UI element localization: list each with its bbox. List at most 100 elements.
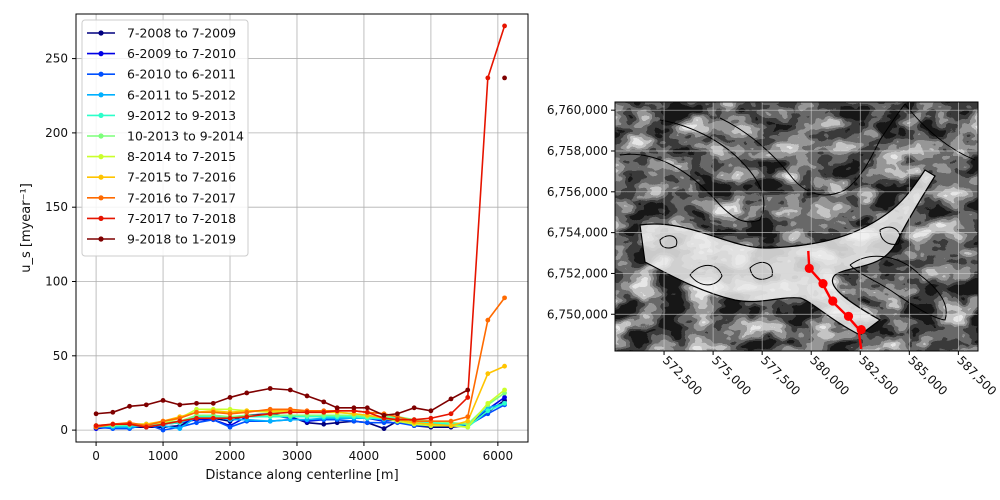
- series-8: [93, 363, 507, 429]
- data-point: [110, 421, 116, 427]
- legend-swatch-marker: [98, 51, 104, 57]
- data-point: [411, 405, 417, 411]
- legend-entry: 8-2014 to 7-2015: [87, 149, 236, 164]
- data-point: [502, 23, 507, 29]
- data-point: [177, 402, 183, 408]
- data-point: [267, 406, 273, 412]
- data-point: [227, 424, 233, 430]
- map-y-axis-ticks: 6,750,000 6,752,000 6,754,000 6,756,000 6,75…: [547, 103, 615, 321]
- series-11: [93, 75, 507, 418]
- legend-label: 9-2018 to 1-2019: [127, 232, 236, 247]
- y-tick-label: 50: [53, 349, 68, 363]
- y-tick-label: 250: [45, 52, 68, 66]
- x-tick-label: 2000: [215, 449, 246, 463]
- data-point: [465, 387, 471, 393]
- legend-entry: 7-2016 to 7-2017: [87, 190, 236, 205]
- data-point: [502, 395, 507, 400]
- legend-swatch-marker: [98, 154, 104, 160]
- map-frame: [614, 101, 979, 352]
- data-point: [364, 405, 370, 411]
- data-point: [160, 421, 166, 427]
- legend-label: 7-2017 to 7-2018: [127, 211, 236, 226]
- data-point: [428, 415, 434, 421]
- data-point: [227, 395, 233, 400]
- legend-entry: 9-2012 to 9-2013: [87, 108, 236, 123]
- ridge-outline-east: [904, 103, 976, 161]
- tributary-outline-north: [719, 103, 906, 196]
- map-y-tick-label: 6,754,000: [547, 226, 608, 240]
- map-y-tick-label: 6,756,000: [547, 185, 608, 199]
- glacier-map: 572,500 575,000 577,500 580,000 582,500 585,0…: [547, 101, 999, 398]
- data-point: [502, 400, 507, 406]
- data-point: [395, 417, 400, 423]
- data-point: [143, 424, 149, 430]
- data-point: [351, 405, 357, 411]
- data-point: [287, 409, 293, 415]
- legend-swatch-marker: [98, 30, 104, 36]
- map-x-tick-label: 572,500: [660, 353, 705, 398]
- x-tick-label: 3000: [282, 449, 313, 463]
- data-point: [502, 75, 507, 81]
- data-point: [411, 417, 417, 423]
- y-tick-label: 0: [60, 423, 68, 437]
- x-axis-label: Distance along centerline [m]: [205, 468, 398, 483]
- tributary-outline-west: [619, 119, 765, 223]
- centerline-point: [804, 263, 814, 273]
- map-y-tick-label: 6,752,000: [547, 266, 608, 280]
- centerline-point: [856, 324, 866, 335]
- map-x-tick-label: 580,000: [807, 353, 852, 398]
- legend-swatch-marker: [98, 215, 104, 221]
- data-point: [465, 424, 471, 430]
- data-point: [465, 395, 471, 400]
- map-y-tick-label: 6,760,000: [547, 103, 608, 117]
- map-x-tick-label: 585,000: [905, 353, 950, 398]
- data-point: [244, 390, 250, 396]
- chart-frame: [75, 13, 529, 443]
- centerline-point: [843, 311, 854, 321]
- tributary-outline-east: [849, 255, 947, 321]
- legend-swatch-marker: [98, 71, 104, 77]
- legend-swatch-marker: [98, 195, 104, 201]
- legend-label: 7-2008 to 7-2009: [127, 26, 236, 41]
- data-point: [194, 420, 199, 426]
- data-point: [304, 393, 310, 399]
- legend-box: [81, 19, 249, 257]
- data-point: [210, 400, 216, 406]
- data-point: [194, 400, 199, 406]
- data-point: [321, 421, 327, 427]
- data-point: [177, 418, 183, 424]
- data-point: [485, 408, 491, 414]
- legend-swatch-marker: [98, 174, 104, 180]
- y-axis-ticks: 0 50 100 150 200 250: [45, 52, 76, 437]
- glacier-outline: [639, 169, 936, 336]
- data-point: [321, 399, 327, 405]
- legend-entry: 7-2015 to 7-2016: [87, 170, 236, 185]
- data-point: [194, 415, 199, 421]
- data-point: [502, 363, 507, 369]
- x-axis-ticks: 0 1000 2000 3000 4000 5000 6000: [92, 442, 513, 463]
- legend-entry: 9-2018 to 1-2019: [87, 232, 236, 247]
- data-point: [244, 414, 250, 420]
- series-line: [95, 297, 506, 428]
- x-tick-label: 0: [92, 449, 100, 463]
- legend-swatch-marker: [98, 112, 104, 118]
- centerline-point: [828, 296, 838, 306]
- x-tick-label: 1000: [148, 449, 179, 463]
- map-x-tick-label: 587,500: [954, 353, 999, 398]
- chart-legend: 7-2008 to 7-2009 6-2009 to 7-2010 6-2010 t…: [81, 19, 249, 257]
- data-point: [448, 396, 454, 402]
- map-x-axis-ticks: 572,500 575,000 577,500 580,000 582,500 585,0…: [660, 351, 999, 398]
- data-point: [485, 400, 491, 406]
- legend-entry: 6-2010 to 6-2011: [87, 67, 236, 82]
- data-point: [485, 75, 491, 81]
- data-point: [395, 411, 400, 417]
- data-point: [244, 409, 250, 415]
- data-point: [428, 408, 434, 414]
- y-tick-label: 100: [45, 275, 68, 289]
- data-point: [287, 387, 293, 393]
- data-point: [381, 426, 387, 432]
- data-point: [160, 397, 166, 403]
- legend-entry: 7-2008 to 7-2009: [87, 26, 236, 41]
- data-point: [304, 409, 310, 415]
